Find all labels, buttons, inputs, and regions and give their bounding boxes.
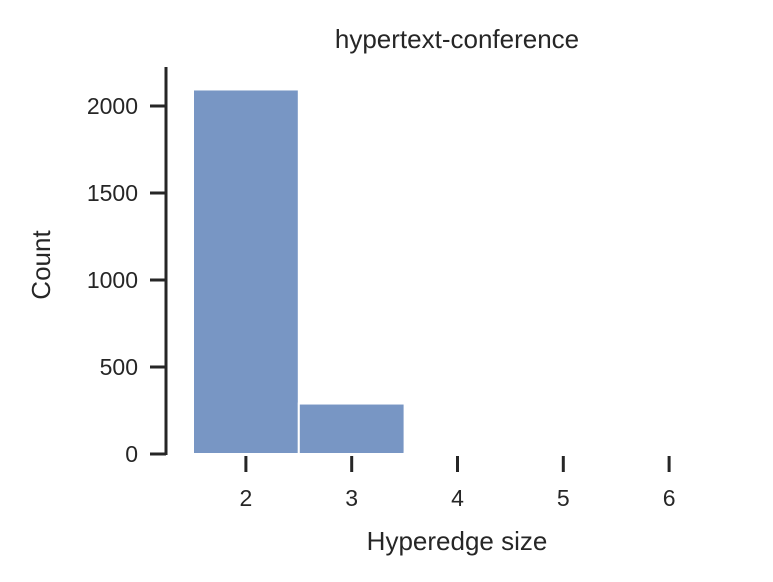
y-tick-label: 1500 — [87, 180, 138, 206]
bar-2 — [192, 88, 300, 455]
y-axis-title: Count — [26, 230, 56, 300]
x-tick-label: 2 — [240, 485, 253, 511]
chart-title: hypertext-conference — [335, 24, 579, 54]
y-ticks-group: 0 500 1000 1500 2000 — [87, 93, 166, 467]
y-tick-label: 0 — [125, 441, 138, 467]
y-tick-label: 500 — [100, 354, 138, 380]
x-tick-label: 6 — [663, 485, 676, 511]
y-tick-label: 2000 — [87, 93, 138, 119]
bars-group — [192, 88, 512, 456]
y-tick-label: 1000 — [87, 267, 138, 293]
bar-4 — [403, 451, 512, 456]
x-axis-title: Hyperedge size — [367, 526, 548, 556]
x-tick-label: 4 — [451, 485, 464, 511]
bar-3 — [297, 402, 406, 456]
x-ticks-group: 2 3 4 5 6 — [240, 456, 676, 511]
x-tick-label: 5 — [557, 485, 570, 511]
x-tick-label: 3 — [345, 485, 358, 511]
